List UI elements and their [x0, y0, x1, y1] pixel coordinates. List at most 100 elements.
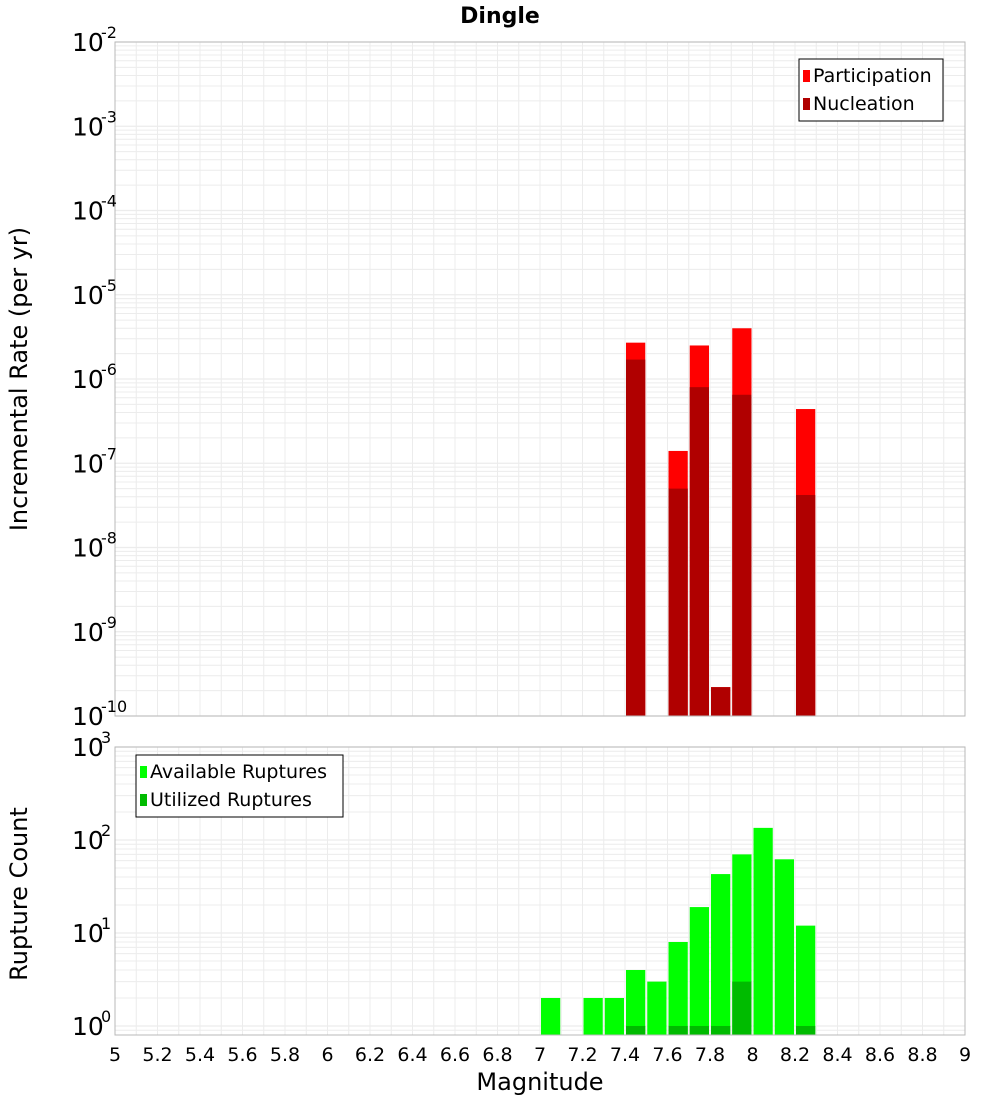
x-tick-label: 7.4 — [610, 1044, 640, 1066]
y-tick-exponent: -5 — [101, 276, 117, 295]
legend-box — [798, 58, 944, 122]
x-tick-label: 7.8 — [695, 1044, 725, 1066]
y-tick-base: 10 — [72, 197, 104, 226]
y-tick-label: 102 — [72, 821, 111, 855]
x-tick-label: 8.4 — [822, 1044, 852, 1066]
bottom-plot-frame — [114, 746, 966, 1036]
y-tick-base: 10 — [72, 449, 104, 478]
top-gridlines — [114, 41, 966, 717]
y-tick-exponent: 0 — [101, 1007, 111, 1026]
legend-swatch — [803, 98, 810, 110]
x-tick-label: 7.6 — [652, 1044, 682, 1066]
y-tick-label: 10-5 — [72, 276, 117, 310]
x-tick-label: 9 — [959, 1044, 971, 1066]
y-tick-label: 10-7 — [72, 444, 117, 478]
y-tick-label: 10-8 — [72, 529, 117, 563]
top-y-ticks: 10-210-310-410-510-610-710-810-910-10 — [72, 23, 127, 731]
y-tick-base: 10 — [72, 618, 104, 647]
legend-entry: Participation — [813, 65, 932, 87]
y-tick-base: 10 — [72, 733, 104, 762]
bar-utilized-ruptures — [732, 981, 752, 1035]
bar-available-ruptures — [796, 925, 816, 1035]
y-tick-base: 10 — [72, 28, 104, 57]
x-tick-label: 6.6 — [440, 1044, 470, 1066]
x-tick-label: 5.2 — [142, 1044, 172, 1066]
legend-box — [135, 754, 344, 818]
y-tick-label: 10-4 — [72, 192, 117, 226]
bar-utilized-ruptures — [711, 1025, 731, 1035]
y-tick-exponent: 1 — [101, 914, 111, 933]
bar-available-ruptures — [711, 874, 731, 1035]
x-tick-label: 8.6 — [865, 1044, 895, 1066]
bar-available-ruptures — [668, 942, 688, 1035]
top-bars — [626, 328, 816, 716]
y-tick-base: 10 — [72, 1012, 104, 1041]
y-tick-label: 10-2 — [72, 23, 117, 57]
y-tick-exponent: 3 — [101, 728, 111, 747]
y-tick-base: 10 — [72, 112, 104, 141]
bar-nucleation — [711, 687, 731, 716]
y-tick-label: 103 — [72, 728, 111, 762]
y-tick-exponent: -7 — [101, 444, 117, 463]
bar-nucleation — [732, 394, 752, 716]
legend-swatch — [140, 766, 147, 778]
legend-entry: Utilized Ruptures — [150, 789, 312, 811]
legend-entry: Nucleation — [813, 93, 915, 115]
y-tick-exponent: 2 — [101, 821, 111, 840]
y-tick-exponent: -3 — [101, 107, 117, 126]
y-tick-exponent: -9 — [101, 613, 117, 632]
x-tick-label: 6.8 — [482, 1044, 512, 1066]
bottom-y-axis-label: Rupture Count — [5, 807, 33, 981]
y-tick-label: 10-3 — [72, 107, 117, 141]
bar-available-ruptures — [774, 859, 794, 1035]
y-tick-exponent: -10 — [101, 697, 127, 716]
top-legend: Participation Nucleation — [798, 58, 944, 122]
x-tick-label: 8 — [746, 1044, 758, 1066]
y-tick-exponent: -4 — [101, 192, 117, 211]
legend-entry: Available Ruptures — [150, 761, 327, 783]
y-tick-base: 10 — [72, 281, 104, 310]
y-tick-label: 101 — [72, 914, 111, 948]
x-tick-label: 7 — [534, 1044, 546, 1066]
bar-available-ruptures — [541, 997, 561, 1035]
x-tick-label: 7.2 — [567, 1044, 597, 1066]
x-ticks: 5 5.2 5.4 5.6 5.8 6 6.2 6.4 6.6 6.8 7 7.2 7.4 7.6 7.8 8… — [109, 1044, 971, 1066]
bar-utilized-ruptures — [689, 1025, 709, 1035]
y-tick-exponent: -2 — [101, 23, 117, 42]
bar-utilized-ruptures — [626, 1025, 646, 1035]
y-tick-label: 10-10 — [72, 697, 127, 731]
bottom-bars — [541, 827, 816, 1035]
bar-utilized-ruptures — [796, 1025, 816, 1035]
bar-available-ruptures — [689, 907, 709, 1035]
x-tick-label: 6.4 — [397, 1044, 427, 1066]
top-panel: 10-210-310-410-510-610-710-810-910-10 In… — [5, 23, 966, 731]
bar-available-ruptures — [583, 997, 603, 1035]
legend-swatch — [803, 70, 810, 82]
x-tick-label: 6 — [321, 1044, 333, 1066]
x-tick-label: 5.6 — [227, 1044, 257, 1066]
y-tick-label: 10-9 — [72, 613, 117, 647]
bar-available-ruptures — [604, 997, 624, 1035]
y-tick-label: 10-6 — [72, 360, 117, 394]
chart-title: Dingle — [460, 4, 540, 29]
top-plot-frame — [114, 41, 966, 717]
x-tick-label: 5.8 — [270, 1044, 300, 1066]
y-tick-exponent: -8 — [101, 529, 117, 548]
y-tick-base: 10 — [72, 702, 104, 731]
bar-nucleation — [626, 359, 646, 716]
x-tick-label: 5 — [109, 1044, 121, 1066]
bar-utilized-ruptures — [668, 1025, 688, 1035]
y-tick-exponent: -6 — [101, 360, 117, 379]
legend-swatch — [140, 794, 147, 806]
y-tick-base: 10 — [72, 365, 104, 394]
x-tick-label: 8.2 — [780, 1044, 810, 1066]
bar-available-ruptures — [753, 827, 773, 1035]
x-tick-label: 8.8 — [907, 1044, 937, 1066]
x-axis-label: Magnitude — [476, 1068, 603, 1096]
bar-nucleation — [689, 387, 709, 716]
y-tick-base: 10 — [72, 826, 104, 855]
x-tick-label: 5.4 — [185, 1044, 215, 1066]
